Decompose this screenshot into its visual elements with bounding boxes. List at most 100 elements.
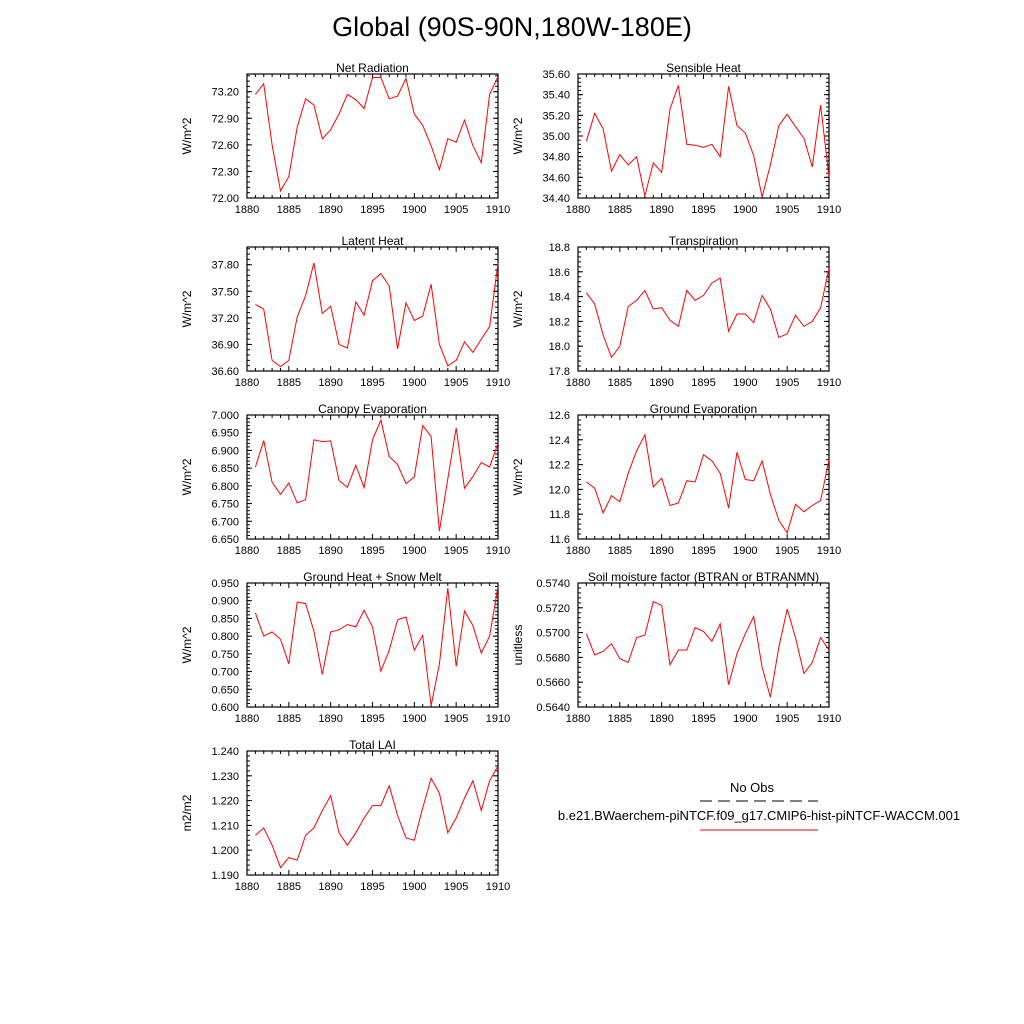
x-tick-label: 1895 xyxy=(360,545,384,557)
x-tick-label: 1880 xyxy=(566,204,590,216)
panel-title: Total LAI xyxy=(349,738,396,752)
x-tick-label: 1900 xyxy=(733,377,757,389)
series-line xyxy=(255,76,499,193)
y-tick-label: 1.240 xyxy=(211,746,239,758)
x-tick-label: 1885 xyxy=(608,204,632,216)
x-tick-label: 1905 xyxy=(775,545,799,557)
x-tick-label: 1895 xyxy=(691,204,715,216)
y-tick-label: 6.700 xyxy=(211,516,239,528)
y-tick-label: 72.60 xyxy=(211,140,239,152)
y-axis-label: W/m^2 xyxy=(180,290,194,327)
x-tick-label: 1890 xyxy=(649,713,673,725)
panels-group: Net Radiation W/m^2 1880 1885 1890 1895 1900 19… xyxy=(180,61,841,893)
x-tick-label: 1880 xyxy=(235,377,259,389)
y-axis-label: W/m^2 xyxy=(180,458,194,495)
y-tick-label: 18.0 xyxy=(549,341,570,353)
legend-model-label: b.e21.BWaerchem-piNTCF.f09_g17.CMIP6-his… xyxy=(558,808,960,823)
y-axis-label: W/m^2 xyxy=(511,458,525,495)
y-tick-label: 6.650 xyxy=(211,534,239,546)
y-tick-label: 1.200 xyxy=(211,845,239,857)
x-tick-label: 1890 xyxy=(649,377,673,389)
y-tick-label: 12.2 xyxy=(549,460,570,472)
series-line xyxy=(254,586,499,706)
y-tick-label: 1.190 xyxy=(211,870,239,882)
y-tick-label: 1.220 xyxy=(211,796,239,808)
y-tick-label: 72.90 xyxy=(211,113,239,125)
y-tick-label: 18.2 xyxy=(549,316,570,328)
panel-title: Ground Evaporation xyxy=(650,402,757,416)
x-tick-label: 1905 xyxy=(444,713,468,725)
y-tick-label: 12.0 xyxy=(549,484,570,496)
y-tick-label: 6.950 xyxy=(211,428,239,440)
x-tick-label: 1890 xyxy=(649,204,673,216)
y-tick-label: 35.40 xyxy=(542,90,570,102)
y-tick-label: 12.6 xyxy=(549,410,570,422)
y-tick-label: 0.900 xyxy=(211,596,239,608)
series-line xyxy=(255,262,499,368)
x-tick-label: 1895 xyxy=(360,713,384,725)
x-tick-label: 1910 xyxy=(817,377,841,389)
x-tick-label: 1895 xyxy=(360,881,384,893)
plot-frame xyxy=(246,414,499,540)
x-tick-label: 1910 xyxy=(817,713,841,725)
y-tick-label: 18.6 xyxy=(549,267,570,279)
plot-frame xyxy=(246,582,499,708)
y-tick-label: 35.60 xyxy=(542,69,570,81)
x-tick-label: 1890 xyxy=(318,713,342,725)
y-tick-label: 0.650 xyxy=(211,684,239,696)
x-tick-label: 1895 xyxy=(691,545,715,557)
x-tick-label: 1890 xyxy=(318,204,342,216)
panel-title: Latent Heat xyxy=(341,234,404,248)
x-tick-label: 1900 xyxy=(402,377,426,389)
y-tick-label: 0.5640 xyxy=(536,702,570,714)
y-tick-label: 1.210 xyxy=(211,820,239,832)
y-tick-label: 18.8 xyxy=(549,242,570,254)
x-tick-label: 1910 xyxy=(486,713,510,725)
page-title: Global (90S-90N,180W-180E) xyxy=(332,12,692,42)
x-tick-label: 1910 xyxy=(486,204,510,216)
y-tick-label: 37.50 xyxy=(211,286,239,298)
plot-frame xyxy=(577,582,830,708)
panel-net-radiation: Net Radiation W/m^2 1880 1885 1890 1895 1900 19… xyxy=(180,61,510,216)
y-tick-label: 17.8 xyxy=(549,366,570,378)
y-tick-label: 0.750 xyxy=(211,649,239,661)
x-tick-label: 1890 xyxy=(318,881,342,893)
y-tick-label: 72.30 xyxy=(211,166,239,178)
y-tick-label: 0.850 xyxy=(211,613,239,625)
x-tick-label: 1880 xyxy=(235,545,259,557)
panel-title: Ground Heat + Snow Melt xyxy=(303,570,442,584)
x-tick-label: 1880 xyxy=(235,713,259,725)
panel-sensible-heat: Sensible Heat W/m^2 1880 1885 1890 1895 1900 19… xyxy=(511,61,841,216)
y-tick-label: 1.230 xyxy=(211,771,239,783)
legend: No Obs b.e21.BWaerchem-piNTCF.f09_g17.CM… xyxy=(558,780,960,831)
y-tick-label: 0.5680 xyxy=(536,652,570,664)
y-tick-label: 6.850 xyxy=(211,463,239,475)
y-tick-label: 35.20 xyxy=(542,110,570,122)
x-tick-label: 1885 xyxy=(277,204,301,216)
x-tick-label: 1910 xyxy=(486,377,510,389)
y-axis-label: W/m^2 xyxy=(180,117,194,154)
x-tick-label: 1885 xyxy=(608,713,632,725)
x-tick-label: 1900 xyxy=(733,204,757,216)
y-tick-label: 11.8 xyxy=(549,509,570,521)
y-tick-label: 36.90 xyxy=(211,339,239,351)
x-tick-label: 1905 xyxy=(775,713,799,725)
panel-title: Canopy Evaporation xyxy=(318,402,427,416)
y-axis-label: W/m^2 xyxy=(511,117,525,154)
y-tick-label: 0.5660 xyxy=(536,677,570,689)
panel-ground-heat-snow-melt: Ground Heat + Snow Melt W/m^2 1880 1885 1890… xyxy=(180,570,510,725)
y-tick-label: 0.950 xyxy=(211,578,239,590)
x-tick-label: 1880 xyxy=(566,545,590,557)
y-tick-label: 36.60 xyxy=(211,366,239,378)
y-tick-label: 34.40 xyxy=(542,193,570,205)
y-tick-label: 0.5700 xyxy=(536,628,570,640)
x-tick-label: 1890 xyxy=(318,377,342,389)
x-tick-label: 1895 xyxy=(360,204,384,216)
panel-soil-moisture-factor-btran-or-btranmn: Soil moisture factor (BTRAN or BTRANMN) u… xyxy=(511,570,841,725)
x-tick-label: 1895 xyxy=(360,377,384,389)
plot-frame xyxy=(246,750,499,876)
panel-ground-evaporation: Ground Evaporation W/m^2 1880 1885 1890 1895 1… xyxy=(511,402,841,557)
y-tick-label: 12.4 xyxy=(549,435,570,447)
x-tick-label: 1895 xyxy=(691,713,715,725)
x-tick-label: 1905 xyxy=(444,204,468,216)
